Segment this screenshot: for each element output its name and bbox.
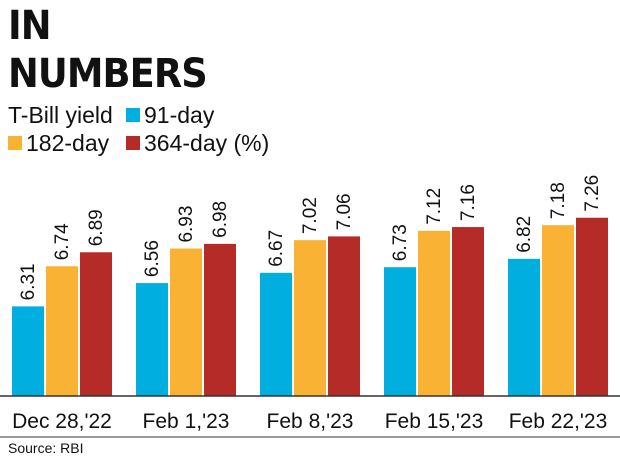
bar-91-day-2	[136, 283, 168, 396]
legend-label-364-day: 364-day (%)	[144, 130, 270, 156]
value-label-182-day-5: 7.18	[548, 182, 569, 219]
category-label-3: Feb 8,'23	[267, 410, 354, 433]
category-label-5: Feb 22,'23	[509, 410, 608, 433]
source-note: Source: RBI	[8, 440, 84, 456]
bar-182-day-3	[294, 240, 326, 396]
value-label-182-day-2: 6.93	[176, 206, 197, 243]
category-label-4: Feb 15,'23	[385, 410, 484, 433]
headline-line-2: NUMBERS	[8, 51, 208, 97]
value-label-182-day-3: 7.02	[300, 197, 321, 234]
headline-line-1: IN	[8, 3, 52, 49]
legend-label-182-day: 182-day	[26, 130, 110, 156]
bar-182-day-5	[542, 225, 574, 396]
bar-91-day-1	[12, 306, 44, 396]
bar-182-day-1	[46, 266, 78, 396]
legend-prefix: T-Bill yield	[8, 102, 113, 128]
value-label-91-day-4: 6.73	[390, 224, 411, 261]
legend-swatch-91-day	[126, 108, 140, 122]
bar-364-day-1	[80, 252, 112, 396]
value-label-91-day-3: 6.67	[266, 230, 287, 267]
bar-364-day-4	[452, 227, 484, 396]
value-label-182-day-4: 7.12	[424, 188, 445, 225]
legend-label-91-day: 91-day	[144, 102, 215, 128]
category-label-2: Feb 1,'23	[143, 410, 230, 433]
value-label-364-day-5: 7.26	[582, 175, 603, 212]
bar-91-day-4	[384, 267, 416, 396]
bar-182-day-4	[418, 230, 450, 396]
bar-91-day-5	[508, 258, 540, 396]
value-label-364-day-1: 6.89	[86, 209, 107, 246]
legend-swatch-364-day	[126, 136, 140, 150]
bar-364-day-3	[328, 236, 360, 396]
value-label-91-day-5: 6.82	[514, 216, 535, 253]
bar-182-day-2	[170, 248, 202, 396]
bar-91-day-3	[260, 272, 292, 396]
value-label-91-day-2: 6.56	[142, 240, 163, 277]
value-label-364-day-3: 7.06	[334, 193, 355, 230]
category-label-1: Dec 28,'22	[12, 410, 112, 433]
bar-364-day-2	[204, 243, 236, 396]
legend-swatch-182-day	[8, 136, 22, 150]
value-label-182-day-1: 6.74	[52, 223, 73, 260]
value-label-364-day-4: 7.16	[458, 184, 479, 221]
value-label-364-day-2: 6.98	[210, 201, 231, 238]
bar-364-day-5	[576, 217, 608, 396]
value-label-91-day-1: 6.31	[18, 263, 39, 300]
